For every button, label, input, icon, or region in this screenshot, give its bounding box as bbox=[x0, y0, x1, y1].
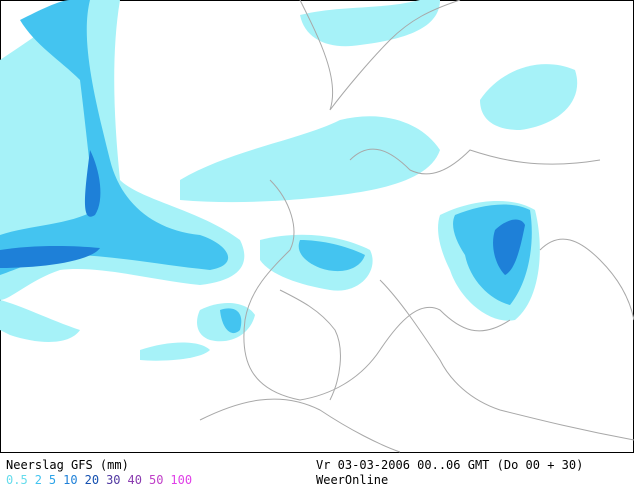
coastlines bbox=[199, 0, 634, 453]
precip-heavy bbox=[0, 150, 525, 275]
legend-item: 2 bbox=[34, 473, 42, 487]
legend-item: 10 bbox=[63, 473, 78, 487]
legend-item: 5 bbox=[48, 473, 57, 487]
legend-item: 0.5 bbox=[6, 473, 28, 487]
legend-title: Neerslag GFS (mm) bbox=[6, 458, 129, 472]
legend-item: 20 bbox=[84, 473, 100, 487]
legend-item: 40 bbox=[127, 473, 142, 487]
legend-item: 50 bbox=[148, 473, 164, 487]
valid-time: Vr 03-03-2006 00..06 GMT (Do 00 + 30) bbox=[316, 458, 584, 472]
legend: 0.5 2 5 10 20 30 40 50 100 bbox=[6, 473, 199, 487]
legend-item: 100 bbox=[170, 473, 193, 487]
legend-item: 30 bbox=[106, 473, 121, 487]
precipitation-map bbox=[0, 0, 634, 453]
source: WeerOnline bbox=[316, 473, 389, 487]
